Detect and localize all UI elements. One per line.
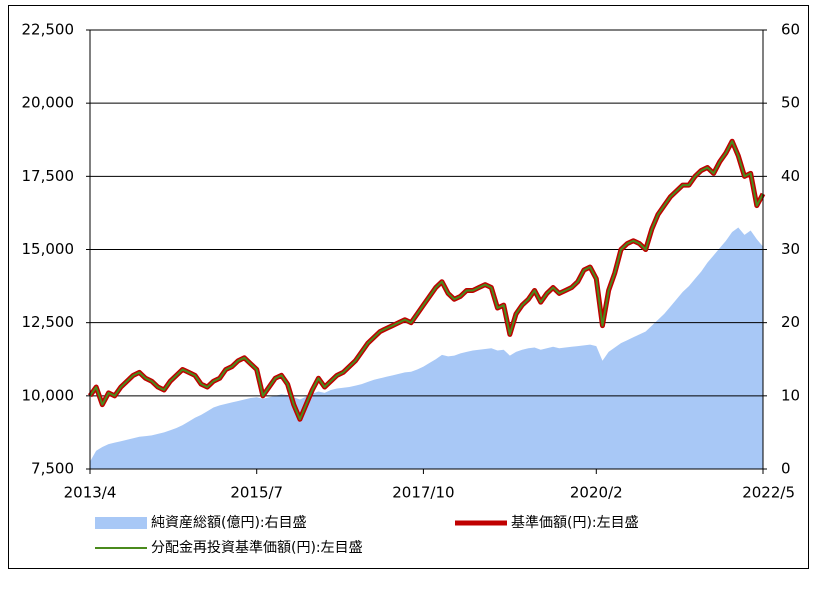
x-tick-label: 2015/7 [230,484,283,502]
y-tick-label: 20,000 [22,94,75,112]
legend-swatch [95,517,147,529]
y-tick-label: 12,500 [22,313,75,331]
y-tick-label: 7,500 [31,460,74,478]
chart-frame [8,5,809,569]
legend-label: 分配金再投資基準価額(円):左目盛 [151,539,363,556]
y2-tick-label: 0 [781,460,791,478]
x-tick-label: 2022/5 [742,484,795,502]
y2-tick-label: 60 [781,21,800,39]
y2-tick-label: 30 [781,240,800,258]
y2-tick-label: 20 [781,313,800,331]
y-tick-label: 15,000 [22,240,75,258]
x-tick-label: 2013/4 [64,484,117,502]
area-series [90,227,763,469]
y-tick-label: 17,500 [22,167,75,185]
y2-tick-label: 50 [781,94,800,112]
y2-tick-label: 40 [781,167,800,185]
y2-tick-label: 10 [781,386,800,404]
x-tick-label: 2017/10 [392,484,454,502]
y-tick-label: 22,500 [22,21,75,39]
y-tick-label: 10,000 [22,386,75,404]
plot-frame [89,29,764,470]
x-tick-label: 2020/2 [570,484,623,502]
legend-label: 純資産総額(億円):右目盛 [151,515,307,531]
line-series [89,140,764,421]
legend-label: 基準価額(円):左目盛 [511,514,639,531]
